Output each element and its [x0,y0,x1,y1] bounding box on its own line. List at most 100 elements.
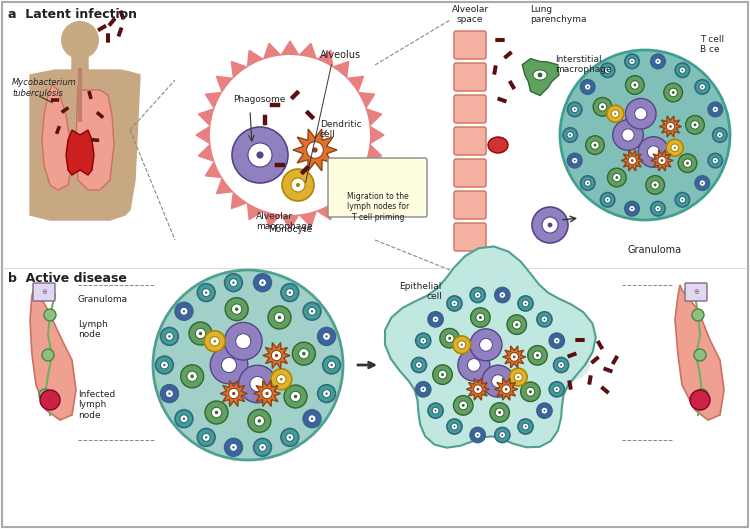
FancyBboxPatch shape [508,80,516,90]
Circle shape [680,67,686,74]
FancyBboxPatch shape [567,380,573,390]
FancyBboxPatch shape [274,163,285,167]
Circle shape [453,336,470,354]
Circle shape [695,80,709,94]
Circle shape [473,385,482,394]
Circle shape [517,376,520,378]
Circle shape [259,443,266,451]
Ellipse shape [533,70,547,80]
Circle shape [495,427,510,443]
Circle shape [714,108,716,111]
Circle shape [701,182,703,184]
Text: Granuloma: Granuloma [78,295,128,304]
Circle shape [183,417,185,420]
Circle shape [568,153,582,168]
Circle shape [40,390,60,410]
Circle shape [213,340,216,343]
Circle shape [529,390,532,393]
Circle shape [432,407,439,414]
Circle shape [580,176,595,190]
Circle shape [651,181,659,189]
Circle shape [266,392,268,395]
Polygon shape [42,85,72,190]
Circle shape [440,329,460,348]
Circle shape [428,403,443,418]
Circle shape [608,168,626,187]
Circle shape [318,327,335,345]
Circle shape [524,425,526,427]
FancyBboxPatch shape [107,17,116,27]
Circle shape [574,160,576,161]
Circle shape [180,415,188,423]
Circle shape [459,401,468,410]
Text: Alveolar
space: Alveolar space [452,5,488,24]
Circle shape [558,362,565,368]
Circle shape [568,102,582,116]
Circle shape [221,358,236,372]
Circle shape [669,125,672,128]
Circle shape [225,298,248,321]
Circle shape [256,151,263,159]
Ellipse shape [488,137,508,153]
Circle shape [175,410,193,427]
Text: Epithelial
cell: Epithelial cell [400,282,442,302]
Circle shape [556,388,558,390]
Circle shape [322,332,331,340]
FancyBboxPatch shape [454,191,486,219]
Circle shape [476,388,479,390]
FancyBboxPatch shape [575,338,585,342]
Circle shape [651,202,665,216]
Polygon shape [76,85,114,190]
FancyBboxPatch shape [51,98,59,102]
Circle shape [541,407,548,414]
Circle shape [482,365,514,397]
Circle shape [155,356,173,374]
Circle shape [254,274,272,291]
Circle shape [520,382,540,402]
Circle shape [518,296,533,311]
FancyBboxPatch shape [503,51,513,59]
Polygon shape [621,150,644,171]
Circle shape [331,364,333,366]
Circle shape [166,332,173,340]
Circle shape [682,199,683,200]
Circle shape [544,409,545,412]
Circle shape [303,410,321,427]
Circle shape [616,176,618,179]
Circle shape [202,433,210,441]
Circle shape [280,378,283,381]
Circle shape [526,387,535,396]
Circle shape [554,338,560,344]
Polygon shape [196,41,384,229]
Circle shape [274,312,285,323]
Text: Monocyte: Monocyte [268,225,312,234]
FancyBboxPatch shape [454,95,486,123]
Circle shape [326,335,328,338]
Circle shape [202,289,210,297]
Text: Lymph
node: Lymph node [78,320,108,340]
Circle shape [274,354,278,357]
FancyBboxPatch shape [72,56,88,76]
Circle shape [326,393,328,395]
Circle shape [477,294,478,296]
Text: a  Latent infection: a Latent infection [8,8,137,21]
Polygon shape [522,59,559,96]
Circle shape [197,428,215,446]
Circle shape [432,316,439,323]
Circle shape [574,108,576,111]
FancyBboxPatch shape [97,24,107,32]
FancyBboxPatch shape [55,125,61,134]
Circle shape [292,342,315,365]
Circle shape [210,336,220,346]
Circle shape [294,395,297,398]
Circle shape [647,146,659,158]
FancyBboxPatch shape [61,106,69,114]
Circle shape [692,309,704,321]
Polygon shape [293,129,337,171]
Circle shape [39,389,51,401]
Circle shape [454,396,473,415]
Circle shape [495,408,504,417]
Circle shape [657,208,659,209]
Circle shape [607,199,608,200]
Circle shape [631,60,633,62]
